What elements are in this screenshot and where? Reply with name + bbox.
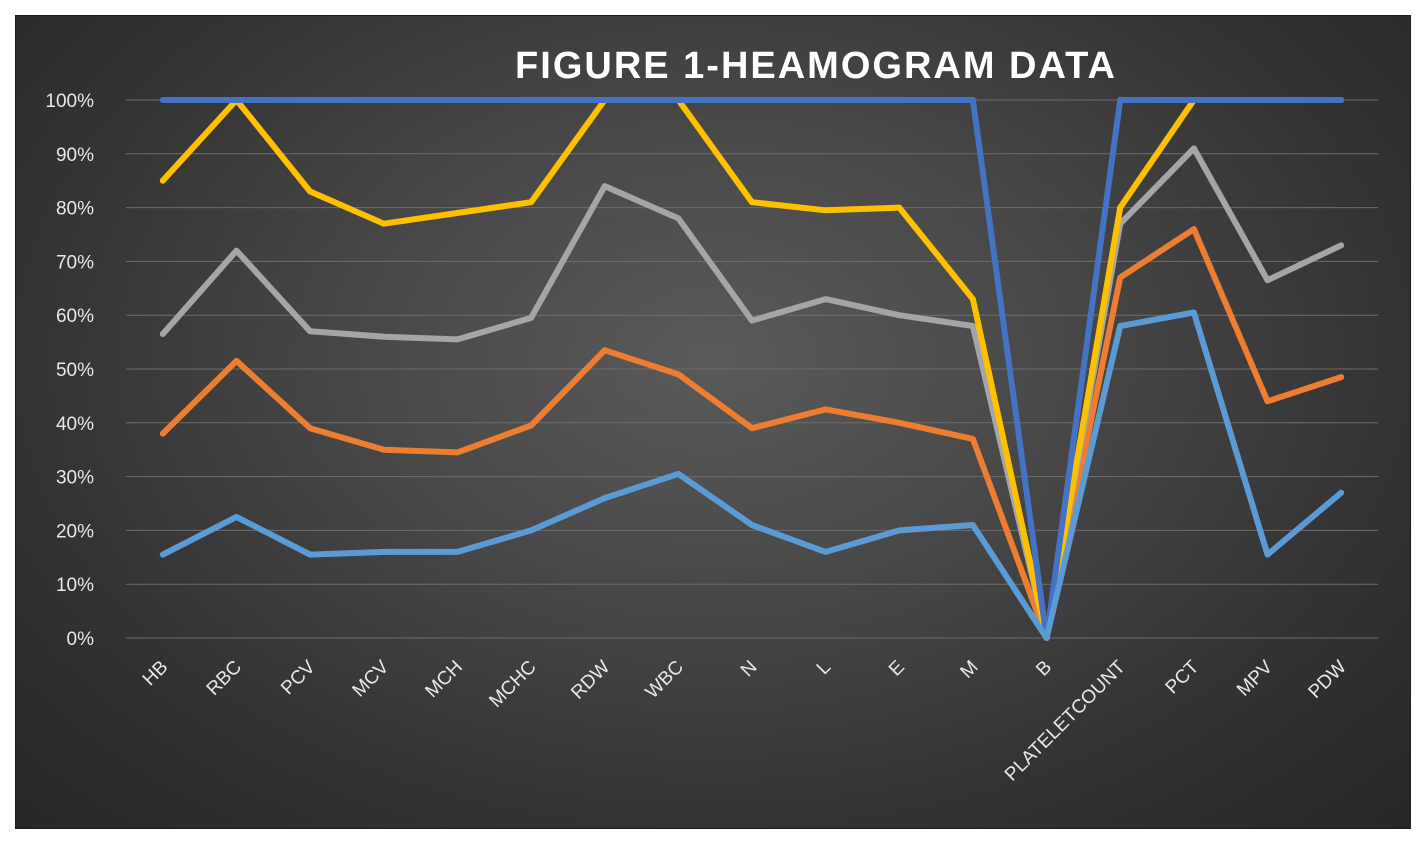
series-line: [159, 309, 1345, 641]
y-tick-label: 0%: [67, 629, 95, 650]
y-tick-label: 60%: [56, 306, 94, 327]
x-tick-label: RBC: [203, 657, 246, 700]
chart-title: FIGURE 1-HEAMOGRAM DATA: [515, 45, 1117, 87]
series-line: [159, 97, 1345, 641]
series-line: [159, 226, 1345, 641]
series-line: [159, 97, 1345, 641]
x-axis: HB RBC PCV MCV MCH MCHC RDW WBC N L E M BPLATELETCOU…: [139, 656, 1351, 785]
x-tick-label: WBC: [642, 657, 688, 703]
y-tick-label: 80%: [56, 199, 94, 220]
x-tick-label: MCHC: [485, 657, 540, 712]
y-tick-label: 20%: [56, 521, 94, 542]
x-tick-label: PCT: [1162, 656, 1204, 698]
chart-area: FIGURE 1-HEAMOGRAM DATA 0% 10% 20% 30% 40% 50…: [16, 16, 1410, 828]
x-tick-label: RDW: [567, 657, 614, 704]
x-tick-label: B: [1032, 657, 1056, 681]
y-tick-label: 90%: [56, 145, 94, 166]
y-tick-label: 50%: [56, 360, 94, 381]
y-tick-label: 30%: [56, 468, 94, 489]
x-tick-label: MCV: [349, 656, 394, 701]
y-tick-label: 10%: [56, 575, 94, 596]
x-tick-label: PCV: [277, 656, 320, 699]
x-tick-label: HB: [139, 657, 173, 691]
y-tick-label: 40%: [56, 414, 94, 435]
x-tick-label: N: [737, 657, 762, 682]
series-lines: [159, 97, 1345, 641]
x-tick-label: L: [813, 657, 835, 679]
x-tick-label: MCH: [421, 657, 466, 702]
x-tick-label: PLATELETCOUNT: [1001, 656, 1130, 785]
series-line: [159, 145, 1345, 641]
x-tick-label: MPV: [1233, 656, 1277, 700]
x-tick-label: M: [956, 657, 982, 683]
y-axis: 0% 10% 20% 30% 40% 50% 60% 70% 80% 90% 100%: [45, 91, 94, 650]
y-tick-label: 70%: [56, 252, 94, 273]
line-chart: FIGURE 1-HEAMOGRAM DATA 0% 10% 20% 30% 40% 50…: [45, 45, 1378, 786]
x-tick-label: E: [885, 657, 909, 681]
x-tick-label: PDW: [1305, 657, 1351, 703]
y-tick-label: 100%: [45, 91, 94, 112]
